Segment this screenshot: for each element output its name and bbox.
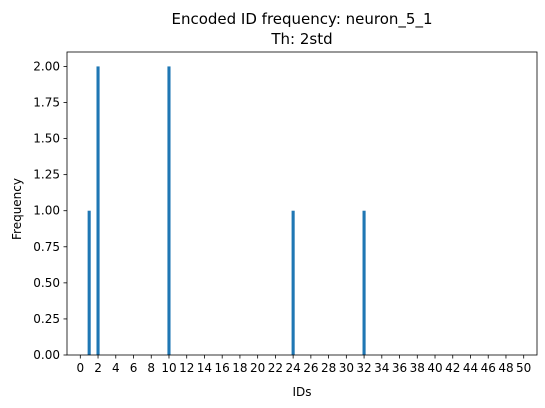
x-tick-label: 10 (161, 361, 176, 375)
x-tick-label: 26 (303, 361, 318, 375)
y-tick-label: 0.25 (33, 312, 60, 326)
bar-1 (87, 210, 91, 355)
x-tick-label: 6 (130, 361, 138, 375)
y-tick-label: 1.50 (33, 132, 60, 146)
x-tick-label: 30 (339, 361, 354, 375)
x-tick-label: 0 (76, 361, 84, 375)
chart-subtitle: Th: 2std (270, 30, 332, 48)
x-tick-label: 34 (374, 361, 389, 375)
x-tick-label: 22 (268, 361, 283, 375)
chart-title: Encoded ID frequency: neuron_5_1 (171, 10, 432, 29)
x-tick-label: 44 (463, 361, 478, 375)
x-tick-label: 46 (481, 361, 496, 375)
x-tick-label: 16 (215, 361, 230, 375)
y-tick-label: 0.00 (33, 348, 60, 362)
x-tick-label: 38 (410, 361, 425, 375)
x-tick-label: 32 (356, 361, 371, 375)
x-tick-label: 4 (112, 361, 120, 375)
bar-10 (167, 66, 171, 356)
bar-32 (362, 210, 366, 355)
y-tick-label: 2.00 (33, 59, 60, 73)
y-tick-label: 0.50 (33, 276, 60, 290)
bar-24 (291, 210, 295, 355)
x-tick-label: 48 (498, 361, 513, 375)
y-tick-label: 0.75 (33, 240, 60, 254)
y-tick-label: 1.75 (33, 96, 60, 110)
y-tick-label: 1.00 (33, 204, 60, 218)
x-tick-label: 14 (197, 361, 212, 375)
x-tick-label: 24 (285, 361, 300, 375)
bar-2 (96, 66, 100, 356)
x-tick-label: 20 (250, 361, 265, 375)
x-tick-label: 28 (321, 361, 336, 375)
x-tick-label: 12 (179, 361, 194, 375)
x-tick-label: 36 (392, 361, 407, 375)
x-tick-label: 50 (516, 361, 531, 375)
x-tick-label: 42 (445, 361, 460, 375)
x-tick-label: 8 (147, 361, 155, 375)
axes-frame (66, 51, 538, 356)
x-tick-label: 40 (427, 361, 442, 375)
x-axis-label: IDs (292, 385, 311, 399)
y-axis-label: Frequency (10, 178, 24, 240)
y-tick-label: 1.25 (33, 168, 60, 182)
x-tick-label: 18 (232, 361, 247, 375)
plot-area: 0 2 4 6 8 10 12 14 16 18 20 22 24 26 28 30 32 34 36 38 40 42 4… (33, 51, 538, 375)
x-tick-label: 2 (94, 361, 102, 375)
